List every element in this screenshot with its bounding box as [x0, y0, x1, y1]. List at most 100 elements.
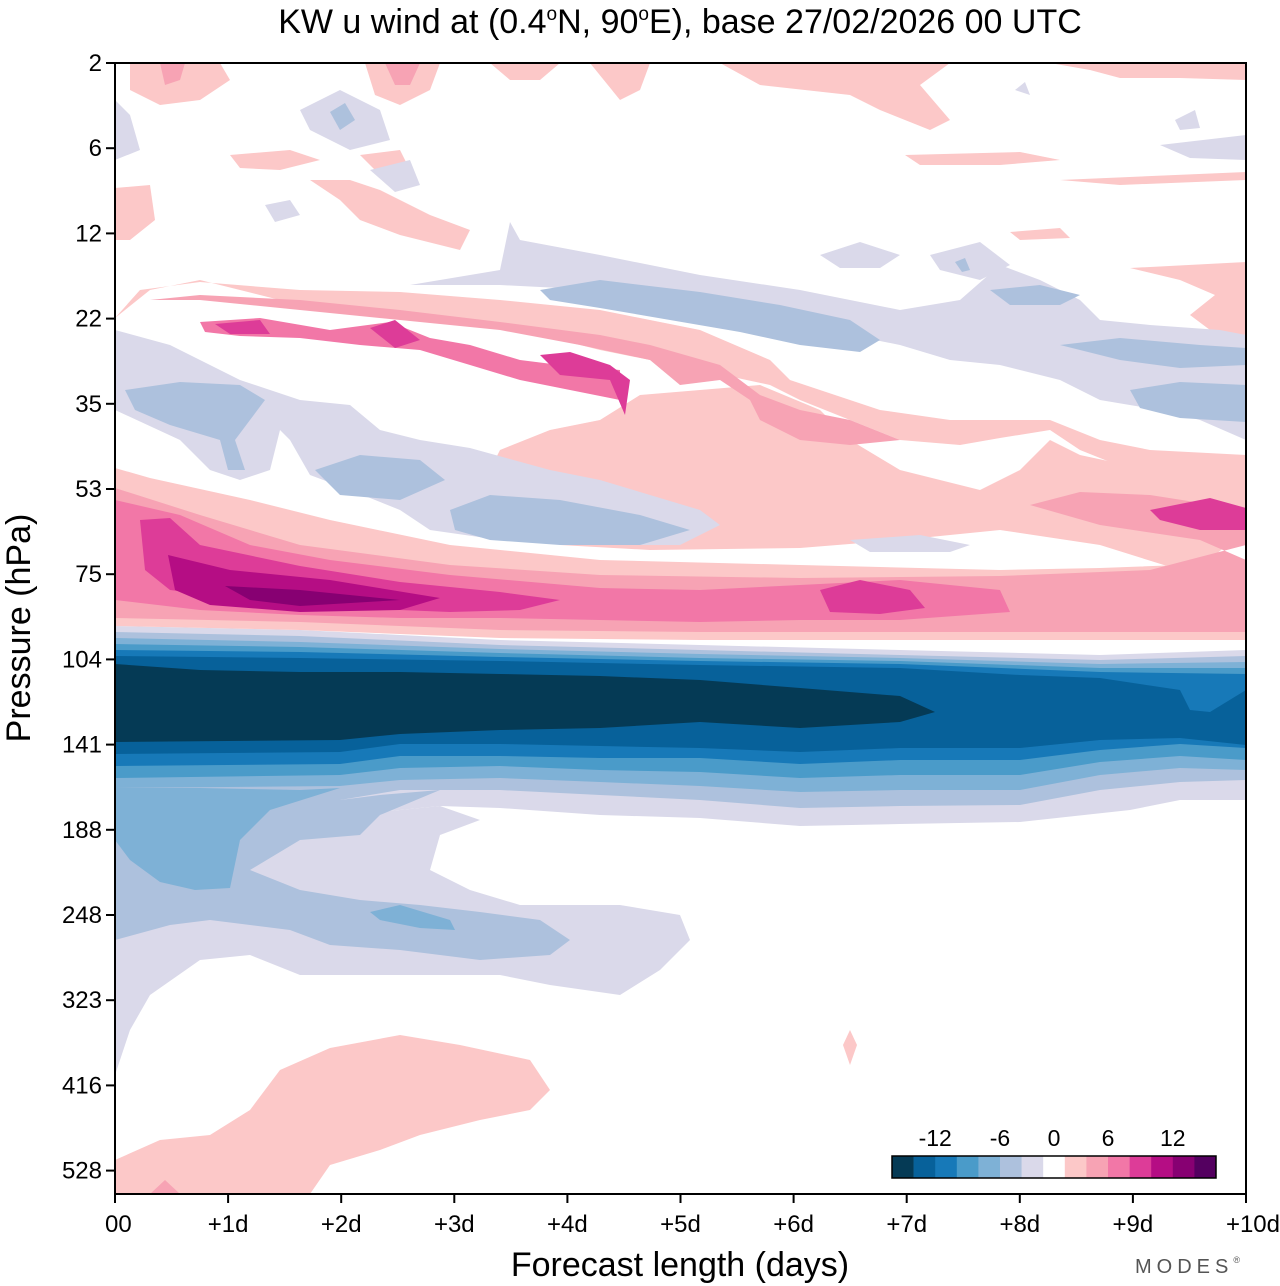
- y-tick-label: 75: [75, 561, 102, 588]
- contour-strat-top-p2a: [130, 63, 230, 105]
- y-tick-label: 12: [75, 220, 102, 247]
- contour-strat-8-p2: [905, 152, 1060, 165]
- contour-east-20-m2b: [820, 242, 900, 268]
- contour-trop-east-m6b: [370, 905, 455, 930]
- colorbar-swatch: [1086, 1156, 1109, 1178]
- y-axis-label: Pressure (hPa): [0, 514, 38, 743]
- contour-strat-e2b: [330, 103, 355, 130]
- x-tick-label: +5d: [660, 1211, 701, 1238]
- plot-area: [115, 63, 1246, 1194]
- x-axis: 00 +1d +2d +3d +4d +5d +6d +7d +8d +9d +10d: [105, 1194, 1280, 1238]
- contour-strat-14-p2: [1010, 228, 1070, 240]
- contour-trop-east-m6: [115, 788, 340, 890]
- x-tick-label: +7d: [886, 1211, 927, 1238]
- colorbar-tick-label: -6: [990, 1125, 1010, 1151]
- contour-strat-8-p2b: [1060, 172, 1246, 185]
- colorbar-tick-label: 6: [1102, 1125, 1115, 1151]
- x-tick-label: +8d: [999, 1211, 1040, 1238]
- colorbar: -12 -6 0 6 12: [891, 1125, 1217, 1179]
- contour-east-20-m4c: [1060, 338, 1246, 368]
- contour-westerly-30-p6: [200, 318, 620, 400]
- x-tick-label: +6d: [773, 1211, 814, 1238]
- colorbar-swatch: [892, 1156, 914, 1178]
- y-tick-label: 2: [89, 50, 102, 77]
- colorbar-tick-label: 0: [1048, 1125, 1061, 1151]
- contour-westerly-75-p8b: [820, 580, 925, 614]
- contour-strat-6-p2: [230, 150, 320, 170]
- x-tick-label: +3d: [434, 1211, 475, 1238]
- contour-westerly-30-p4: [150, 295, 900, 445]
- contour-strat-12-p2: [115, 185, 155, 240]
- colorbar-swatch: [1151, 1156, 1174, 1178]
- contour-east-45-m2: [115, 330, 720, 545]
- contour-trop-west-p4: [150, 1180, 180, 1194]
- contour-strat-top-p2c: [490, 63, 560, 80]
- x-tick-label: +9d: [1113, 1211, 1154, 1238]
- contour-strat-12-p2b: [310, 180, 470, 250]
- contour-strat-e1: [115, 100, 140, 160]
- contour-westerly-30-p8b: [370, 320, 420, 348]
- colorbar-tick-label: 12: [1160, 1125, 1186, 1151]
- contour-strat-e3: [370, 160, 420, 192]
- colorbar-swatch: [1064, 1156, 1087, 1178]
- y-axis: 2 6 12 22 35 53 75 104 141 188 248 323 416 528: [62, 50, 115, 1185]
- y-tick-label: 528: [62, 1158, 102, 1185]
- contour-strat-top-p4a: [160, 63, 185, 85]
- contour-easterly-core-m14: [115, 664, 935, 742]
- contour-east-20-m2: [410, 222, 1246, 440]
- contour-east-45-m4c: [450, 495, 690, 545]
- contour-strat-e7: [1015, 82, 1030, 95]
- colorbar-swatch: [956, 1156, 979, 1178]
- contour-westerly-30-p2: [115, 280, 1246, 498]
- contour-strat-e4: [265, 200, 300, 222]
- colorbar-frame: [891, 1155, 1217, 1179]
- colorbar-swatch: [1000, 1156, 1022, 1178]
- contour-strat-top-p2d: [590, 63, 650, 100]
- x-tick-label: +10d: [1226, 1211, 1280, 1238]
- colorbar-swatch: [1129, 1156, 1152, 1178]
- contour-strat-top-p2e: [720, 63, 950, 130]
- y-tick-label: 188: [62, 817, 102, 844]
- modes-logo: MODES®: [1135, 1255, 1240, 1278]
- colorbar-swatch: [1172, 1156, 1195, 1178]
- colorbar-swatch: [1043, 1156, 1066, 1178]
- colorbar-swatch: [978, 1156, 1001, 1178]
- y-tick-label: 104: [62, 646, 102, 673]
- contour-east-45-m4: [125, 382, 265, 470]
- contour-westerly-30-p8c: [540, 352, 630, 415]
- colorbar-swatch: [935, 1156, 958, 1178]
- contour-east-20-m4e: [955, 258, 970, 272]
- contour-strat-top-p4b: [385, 63, 420, 85]
- contour-strat-e5: [1160, 135, 1246, 160]
- colorbar-swatch: [1108, 1156, 1130, 1178]
- contour-trop-west-p2b: [843, 1030, 857, 1065]
- y-tick-label: 6: [89, 135, 102, 162]
- colorbar-tick-label: -12: [919, 1125, 952, 1151]
- contour-east-20-m4d: [1130, 382, 1246, 422]
- y-tick-label: 323: [62, 987, 102, 1014]
- y-tick-label: 35: [75, 391, 102, 418]
- x-tick-label: +4d: [547, 1211, 588, 1238]
- contour-east-20-m4: [540, 280, 880, 352]
- contour-westerly-75-p12: [225, 586, 400, 606]
- x-tick-label: 00: [105, 1211, 132, 1238]
- x-tick-label: +2d: [321, 1211, 362, 1238]
- contour-strat-top-p2f: [1050, 63, 1246, 80]
- contour-east-20-m4b: [990, 285, 1080, 305]
- colorbar-swatch: [1021, 1156, 1044, 1178]
- contour-trop-west-p2: [115, 1035, 550, 1194]
- y-tick-label: 141: [62, 732, 102, 759]
- colorbar-swatch: [1194, 1156, 1217, 1178]
- contour-westerly-75-p8c: [1150, 498, 1246, 530]
- contour-strat-e6: [1175, 110, 1200, 130]
- contour-east-45-m2b: [850, 535, 970, 552]
- x-axis-label: Forecast length (days): [511, 1246, 849, 1284]
- colorbar-swatch: [913, 1156, 936, 1178]
- contour-westerly-30-p8: [215, 320, 270, 334]
- x-tick-label: +1d: [208, 1211, 249, 1238]
- y-tick-label: 416: [62, 1072, 102, 1099]
- contour-strat-20-p2: [1130, 262, 1246, 335]
- contour-east-45-m4b: [315, 455, 445, 500]
- y-tick-label: 53: [75, 476, 102, 503]
